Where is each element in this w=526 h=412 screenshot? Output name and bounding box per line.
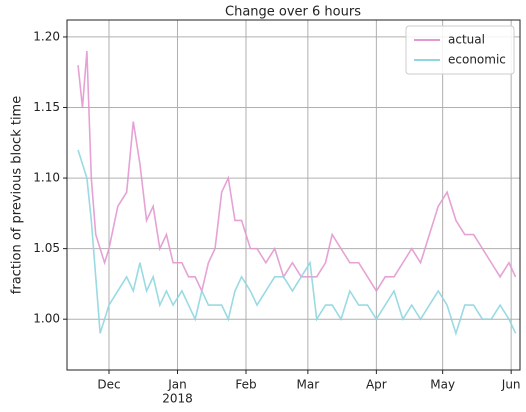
x-tick-label: Dec xyxy=(97,378,120,392)
x-tick-label: Jan xyxy=(167,378,187,392)
x-tick-label: Apr xyxy=(366,378,387,392)
x-year-label: 2018 xyxy=(162,392,193,406)
legend-label: actual xyxy=(448,33,485,47)
x-tick-label: May xyxy=(430,378,455,392)
y-axis-label: fraction of previous block time xyxy=(10,96,25,294)
series-line xyxy=(77,50,517,294)
chart-title: Change over 6 hours xyxy=(225,5,361,20)
legend-label: economic xyxy=(448,53,506,67)
y-tick-label: 1.10 xyxy=(33,171,60,185)
plot-frame xyxy=(66,19,521,371)
y-tick-label: 1.20 xyxy=(33,29,60,43)
y-tick-label: 1.15 xyxy=(33,100,60,114)
x-tick-label: Jun xyxy=(501,378,521,392)
x-tick-label: Feb xyxy=(235,378,256,392)
y-tick-label: 1.05 xyxy=(33,241,60,255)
x-tick-label: Mar xyxy=(297,378,320,392)
legend-box xyxy=(405,25,515,75)
y-tick-label: 1.00 xyxy=(33,312,60,326)
series-line xyxy=(77,149,517,336)
